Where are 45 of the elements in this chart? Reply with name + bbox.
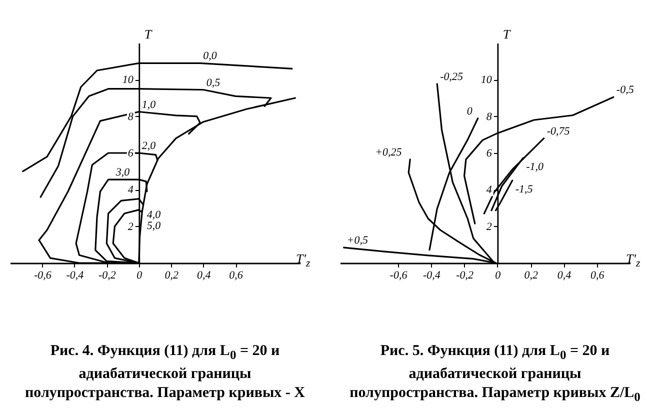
series-label: -1,0: [526, 160, 544, 173]
x-tick-label: -0,6: [34, 270, 52, 282]
x-axis-title: T'$_{z}$: [626, 251, 640, 270]
x-tick-label: 0,4: [196, 270, 212, 282]
y-axis-title: T: [144, 26, 152, 42]
x-tick-label: 0,4: [557, 270, 572, 282]
y-tick-label: 4: [128, 184, 134, 196]
y-tick-label: 6: [128, 148, 134, 160]
x-tick-label: 0,2: [524, 270, 538, 282]
x-axis-title: T'$_{z}$: [296, 251, 310, 270]
series-label: 5,0: [146, 220, 162, 232]
series-label: -0,25: [440, 70, 464, 83]
x-tick-label: -0,4: [422, 270, 441, 282]
y-tick-label: 4: [486, 184, 492, 196]
x-tick-label: 0: [495, 270, 502, 282]
series-label: -1,5: [515, 184, 534, 196]
series-label: -0,5: [616, 84, 634, 96]
x-tick-label: 0,2: [164, 270, 179, 282]
y-tick-label: 8: [128, 110, 134, 123]
x-tick-label: -0,2: [456, 270, 474, 282]
series-label: 1,0: [142, 98, 156, 111]
text: Рис. 4. Функция (11) для L$_{0}$ = 20 и адиабатической границы полупространства. Параметр кривых - X: [24, 342, 306, 403]
y-tick-label: 10: [122, 74, 134, 86]
series-label: 0: [466, 105, 473, 118]
x-tick-label: 0,6: [590, 270, 605, 282]
series-label: 4,0: [146, 208, 162, 221]
x-tick-label: 0,6: [229, 270, 244, 282]
y-tick-label: 8: [486, 110, 492, 123]
x-tick-label: -0,2: [98, 270, 116, 282]
x-tick-label: -0,4: [66, 270, 84, 282]
series-label: 3,0: [114, 166, 130, 179]
y-tick-label: 10: [480, 74, 492, 86]
x-tick-label: 0: [136, 270, 143, 282]
series-label: 0,5: [206, 76, 221, 89]
series-label: 0,0: [203, 50, 218, 62]
y-tick-label: 6: [486, 148, 492, 160]
y-tick-label: 2: [128, 220, 134, 233]
series-label: +0,5: [346, 234, 368, 247]
x-tick-label: -0,6: [390, 270, 408, 282]
series-label: 2,0: [142, 140, 156, 152]
y-axis-title: T: [502, 26, 511, 42]
series-label: +0,25: [375, 146, 402, 158]
y-tick-label: 2: [486, 220, 492, 233]
series-label: -0,75: [546, 125, 570, 138]
text: Рис. 5. Функция (11) для L$_{0}$ = 20 и адиабатической границы полупространства. Параметр кривых Z/L$_{0}$: [348, 342, 642, 406]
